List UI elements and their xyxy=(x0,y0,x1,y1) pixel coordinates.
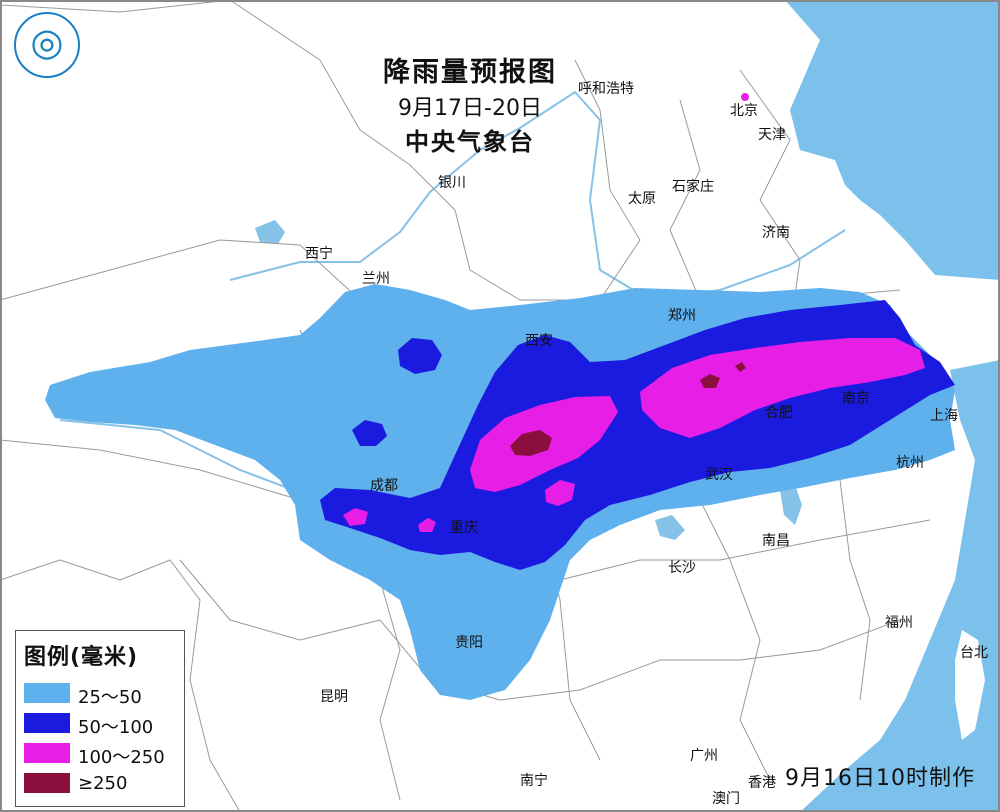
forecast-period: 9月17日-20日 xyxy=(398,96,542,121)
city-chengdu: 成都 xyxy=(370,478,398,494)
city-beijing: 北京 xyxy=(730,103,758,119)
legend-label: 25～50 xyxy=(78,687,142,708)
dongting-lake xyxy=(655,515,685,540)
rain-zone-250-plus xyxy=(735,362,746,372)
city-taibei: 台北 xyxy=(960,645,988,661)
city-jinan: 济南 xyxy=(762,225,790,241)
legend-box: 图例(毫米) 25～50 50～100 100～250 ≥250 xyxy=(15,630,185,807)
city-guiyang: 贵阳 xyxy=(455,635,483,651)
city-xian: 西安 xyxy=(525,333,553,349)
city-guangzhou: 广州 xyxy=(690,748,718,764)
rain-zone-50-100-spot xyxy=(398,338,442,374)
map-title: 降雨量预报图 xyxy=(383,57,557,88)
beijing-marker-icon xyxy=(741,93,749,101)
cma-logo-icon: ◎ xyxy=(14,12,80,78)
city-kunming: 昆明 xyxy=(320,689,348,705)
rain-zone-250-plus xyxy=(700,374,720,388)
poyang-lake xyxy=(780,485,802,525)
bohai-sea xyxy=(785,0,1000,280)
rain-zone-100-250-spot xyxy=(418,518,436,532)
qinghai-lake xyxy=(255,220,285,244)
city-fuzhou: 福州 xyxy=(885,615,913,631)
city-wuhan: 武汉 xyxy=(705,467,733,483)
city-hangzhou: 杭州 xyxy=(896,455,924,471)
east-china-sea xyxy=(800,360,1000,812)
city-zhengzhou: 郑州 xyxy=(668,308,696,324)
legend-swatch xyxy=(24,773,70,793)
legend-swatch xyxy=(24,713,70,733)
city-chongqing: 重庆 xyxy=(450,520,478,536)
legend-label: 100～250 xyxy=(78,747,165,768)
logo-glyph: ◎ xyxy=(30,20,64,64)
legend-label: 50～100 xyxy=(78,717,154,738)
city-huhehaote: 呼和浩特 xyxy=(578,81,634,97)
city-shanghai: 上海 xyxy=(930,408,958,424)
city-nanjing: 南京 xyxy=(842,391,870,407)
city-lanzhou: 兰州 xyxy=(362,271,390,287)
city-taiyuan: 太原 xyxy=(628,191,656,207)
city-tianjin: 天津 xyxy=(758,127,786,143)
legend-title: 图例(毫米) xyxy=(24,645,139,670)
province-border xyxy=(0,0,600,301)
rain-zone-50-100-spot xyxy=(352,420,387,446)
rain-zone-250-plus xyxy=(510,430,552,456)
legend-swatch xyxy=(24,683,70,703)
city-xianggang: 香港 xyxy=(748,775,776,791)
rain-zone-100-250-spot xyxy=(343,508,368,526)
city-nanchang: 南昌 xyxy=(762,533,790,549)
rain-zone-100-250-east xyxy=(640,338,925,438)
legend-label: ≥250 xyxy=(78,773,128,794)
city-aomen: 澳门 xyxy=(712,791,740,807)
city-yinchuan: 银川 xyxy=(438,175,466,191)
city-shijiazhuang: 石家庄 xyxy=(672,179,714,195)
city-nanning: 南宁 xyxy=(520,773,548,789)
rain-zone-100-250-spot xyxy=(545,480,575,506)
taiwan-island xyxy=(955,630,985,740)
legend-swatch xyxy=(24,743,70,763)
issued-time: 9月16日10时制作 xyxy=(785,766,975,791)
national-border xyxy=(0,559,241,812)
city-xining: 西宁 xyxy=(305,246,333,262)
city-changsha: 长沙 xyxy=(668,560,696,576)
province-border xyxy=(179,559,901,701)
city-hefei: 合肥 xyxy=(765,405,793,421)
issuing-agency: 中央气象台 xyxy=(405,128,535,156)
